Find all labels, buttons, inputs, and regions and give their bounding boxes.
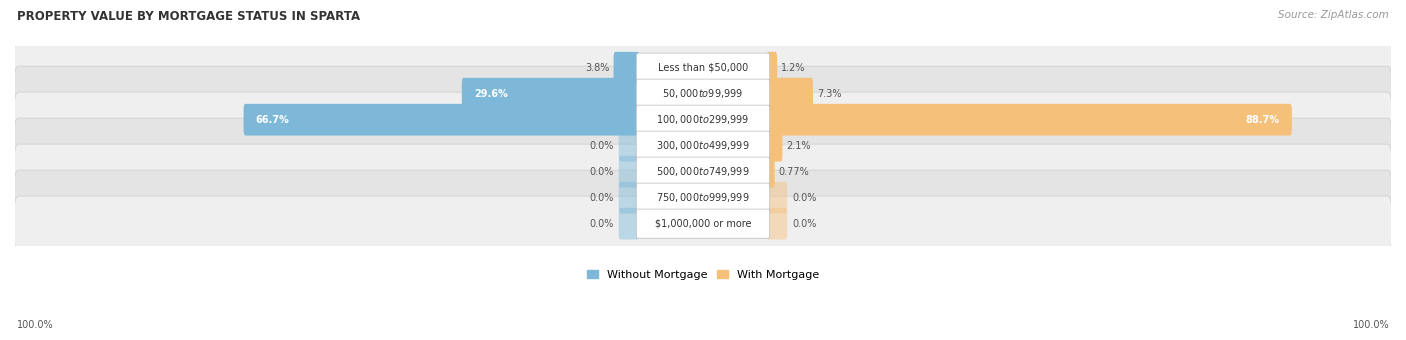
FancyBboxPatch shape: [243, 104, 640, 136]
FancyBboxPatch shape: [14, 40, 1392, 95]
FancyBboxPatch shape: [14, 66, 1392, 121]
FancyBboxPatch shape: [637, 79, 769, 108]
FancyBboxPatch shape: [619, 182, 640, 214]
FancyBboxPatch shape: [637, 53, 769, 82]
Text: 3.8%: 3.8%: [585, 63, 610, 73]
FancyBboxPatch shape: [766, 130, 782, 162]
Text: 2.1%: 2.1%: [786, 141, 811, 151]
FancyBboxPatch shape: [619, 130, 640, 162]
Text: 0.0%: 0.0%: [793, 219, 817, 229]
Text: 66.7%: 66.7%: [256, 115, 290, 125]
Text: 100.0%: 100.0%: [17, 320, 53, 330]
Text: $750,000 to $999,999: $750,000 to $999,999: [657, 191, 749, 204]
Text: $50,000 to $99,999: $50,000 to $99,999: [662, 87, 744, 100]
Text: Source: ZipAtlas.com: Source: ZipAtlas.com: [1278, 10, 1389, 20]
FancyBboxPatch shape: [14, 144, 1392, 199]
Text: $100,000 to $299,999: $100,000 to $299,999: [657, 113, 749, 126]
FancyBboxPatch shape: [14, 170, 1392, 225]
FancyBboxPatch shape: [14, 196, 1392, 251]
FancyBboxPatch shape: [613, 52, 640, 84]
Text: 0.0%: 0.0%: [793, 193, 817, 203]
Text: 88.7%: 88.7%: [1246, 115, 1279, 125]
FancyBboxPatch shape: [14, 92, 1392, 147]
Text: $1,000,000 or more: $1,000,000 or more: [655, 219, 751, 229]
FancyBboxPatch shape: [766, 104, 1292, 136]
Text: 1.2%: 1.2%: [780, 63, 806, 73]
FancyBboxPatch shape: [461, 78, 640, 109]
FancyBboxPatch shape: [619, 156, 640, 188]
FancyBboxPatch shape: [637, 183, 769, 212]
Text: 7.3%: 7.3%: [817, 89, 841, 99]
FancyBboxPatch shape: [766, 52, 778, 84]
Text: 0.77%: 0.77%: [779, 167, 808, 177]
Text: $500,000 to $749,999: $500,000 to $749,999: [657, 165, 749, 178]
FancyBboxPatch shape: [637, 105, 769, 134]
FancyBboxPatch shape: [637, 131, 769, 160]
FancyBboxPatch shape: [766, 78, 813, 109]
FancyBboxPatch shape: [637, 209, 769, 238]
Legend: Without Mortgage, With Mortgage: Without Mortgage, With Mortgage: [582, 265, 824, 284]
FancyBboxPatch shape: [766, 182, 787, 214]
FancyBboxPatch shape: [766, 208, 787, 239]
Text: 0.0%: 0.0%: [589, 167, 613, 177]
FancyBboxPatch shape: [14, 118, 1392, 173]
Text: Less than $50,000: Less than $50,000: [658, 63, 748, 73]
Text: 100.0%: 100.0%: [1353, 320, 1389, 330]
FancyBboxPatch shape: [637, 157, 769, 186]
Text: 0.0%: 0.0%: [589, 219, 613, 229]
Text: 0.0%: 0.0%: [589, 193, 613, 203]
Text: 0.0%: 0.0%: [589, 141, 613, 151]
Text: PROPERTY VALUE BY MORTGAGE STATUS IN SPARTA: PROPERTY VALUE BY MORTGAGE STATUS IN SPA…: [17, 10, 360, 23]
Text: $300,000 to $499,999: $300,000 to $499,999: [657, 139, 749, 152]
FancyBboxPatch shape: [766, 156, 775, 188]
Text: 29.6%: 29.6%: [474, 89, 508, 99]
FancyBboxPatch shape: [619, 208, 640, 239]
